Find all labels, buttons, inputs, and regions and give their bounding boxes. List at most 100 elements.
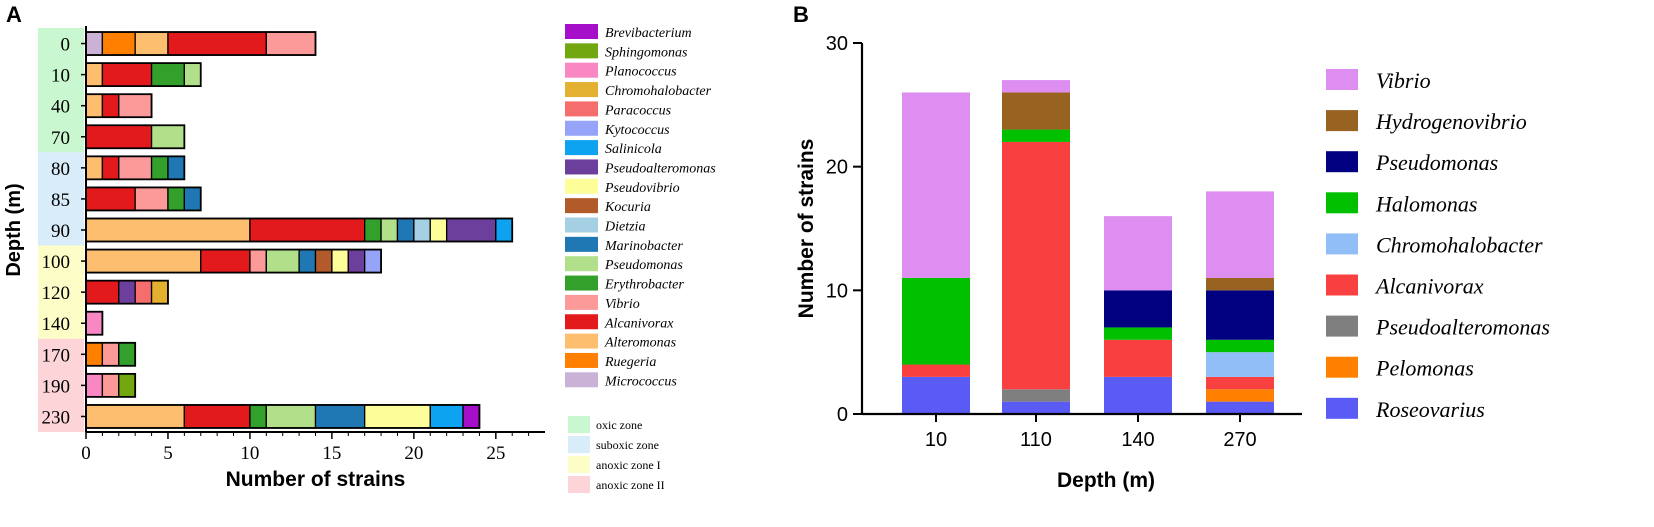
bar-segment-planococcus (85, 311, 104, 336)
legend-label-roseovarius: Roseovarius (1375, 397, 1485, 422)
legend-swatch-alcanivorax (1326, 274, 1358, 296)
legend-label-dietzia: Dietzia (604, 220, 645, 235)
legend-swatch-sphingomonas (565, 43, 598, 59)
panel-b-chart: 0 10 20 30 10 110 140 270 Depth (m) Number of s… (795, 33, 1550, 492)
bar-segment-pseudovibrio (331, 248, 349, 274)
bar-segment-vibrio (118, 93, 153, 118)
legend-swatch-brevibacterium (565, 24, 598, 39)
bar-segment-dietzia (413, 217, 431, 243)
legend-swatch-dietzia (565, 217, 598, 233)
bar-segment-alteromonas (85, 62, 104, 87)
legend-label-pseudomonas: Pseudomonas (1375, 150, 1498, 175)
y-tick-label-depth-70: 70 (51, 128, 70, 149)
x-tick-label: 5 (163, 443, 173, 464)
legend-swatch-planococcus (565, 62, 598, 78)
bar-segment-ruegeria (85, 342, 104, 367)
legend-swatch-roseovarius (1326, 397, 1358, 419)
legend-label-pseudoalteromonas: Pseudoalteromonas (1375, 315, 1550, 340)
bar-segment-salinicola (495, 217, 513, 243)
bar-segment-vibrio (101, 373, 120, 398)
legend-swatch-paracoccus (565, 101, 598, 117)
bar-segment-marinobacter (183, 186, 202, 212)
y-tick-label-depth-40: 40 (51, 97, 70, 118)
bar-segment-alcanivorax (249, 217, 366, 243)
zone-swatch-oxic-zone (568, 416, 590, 433)
legend-swatch-pseudovibrio (565, 178, 598, 194)
bar-segment-hydrogenovibrio (1002, 92, 1070, 130)
bar-segment-alcanivorax (101, 62, 153, 87)
bar-segment-alteromonas (85, 217, 251, 243)
legend-label-alteromonas: Alteromonas (604, 336, 677, 351)
bar-segment-pseudoalteromonas (347, 248, 366, 274)
y-tick-label: 20 (826, 157, 848, 179)
bar-segment-erythrobacter (167, 186, 186, 212)
panel-a-bars (85, 31, 514, 429)
legend-swatch-kocuria (565, 198, 598, 214)
bar-segment-alcanivorax (85, 124, 153, 149)
x-tick-label-depth-110: 110 (1020, 429, 1052, 451)
legend-label-kocuria: Kocuria (604, 200, 651, 215)
bar-segment-alcanivorax (101, 93, 120, 118)
zone-band-suboxic-zone (38, 152, 84, 246)
legend-label-paracoccus: Paracoccus (604, 103, 672, 118)
bar-segment-vibrio (118, 155, 153, 180)
bar-segment-roseovarius (1104, 376, 1172, 414)
x-tick-label: 25 (486, 443, 505, 464)
bar-segment-vibrio (1206, 191, 1274, 278)
y-tick-label-depth-140: 140 (42, 314, 71, 335)
bar-segment-pseudovibrio (364, 404, 431, 429)
bar-segment-alcanivorax (85, 280, 120, 305)
y-tick-label-depth-10: 10 (51, 66, 70, 87)
legend-swatch-alteromonas (565, 333, 598, 349)
zone-swatch-anoxic-zone-i (568, 456, 590, 473)
x-tick-label: 10 (240, 443, 259, 464)
bar-segment-pseudovibrio (429, 217, 448, 243)
legend-swatch-pseudomonas (565, 256, 598, 272)
bar-segment-erythrobacter (118, 342, 136, 367)
bar-segment-alteromonas (134, 31, 169, 56)
bar-segment-erythrobacter (150, 155, 169, 180)
legend-swatch-erythrobacter (565, 275, 598, 291)
bar-segment-alcanivorax (902, 364, 970, 377)
zone-label-suboxic-zone: suboxic zone (596, 438, 659, 452)
bar-segment-marinobacter (298, 248, 317, 274)
bar-segment-vibrio (249, 248, 267, 274)
panel-a-x-axis-label: Number of strains (226, 468, 406, 491)
bar-segment-pseudomonas (265, 404, 317, 429)
legend-swatch-ruegeria (565, 352, 598, 368)
bar-segment-alteromonas (85, 155, 104, 180)
legend-label-pseudoalteromonas: Pseudoalteromonas (604, 161, 716, 176)
bar-segment-halomonas (1104, 327, 1172, 340)
legend-swatch-pseudomonas (1326, 151, 1358, 173)
legend-swatch-hydrogenovibrio (1326, 110, 1358, 132)
bar-segment-pseudomonas (1104, 290, 1172, 328)
panel-a-y-axis-label: Depth (m) (3, 183, 25, 276)
legend-label-ruegeria: Ruegeria (604, 355, 656, 370)
y-tick-label-depth-0: 0 (61, 35, 71, 56)
zone-swatch-anoxic-zone-ii (568, 476, 590, 493)
bar-segment-alcanivorax (1104, 339, 1172, 377)
bar-segment-vibrio (1104, 216, 1172, 291)
legend-label-chromohalobacter: Chromohalobacter (1376, 232, 1543, 257)
legend-label-micrococcus: Micrococcus (604, 374, 677, 389)
x-tick-label: 20 (404, 443, 423, 464)
legend-label-marinobacter: Marinobacter (604, 239, 683, 254)
y-tick-label-depth-85: 85 (51, 190, 70, 211)
legend-swatch-halomonas (1326, 192, 1358, 214)
panel-b-x-axis-label: Depth (m) (1057, 469, 1155, 492)
bar-segment-alcanivorax (167, 31, 267, 56)
panel-b-y-axis-label: Number of strains (795, 139, 818, 319)
legend-label-vibrio: Vibrio (1376, 68, 1431, 93)
bar-segment-paracoccus (134, 280, 153, 305)
legend-swatch-alcanivorax (565, 314, 598, 330)
bar-segment-roseovarius (902, 376, 970, 414)
legend-swatch-pseudoalteromonas (565, 159, 598, 175)
zone-band-oxic-zone (38, 28, 84, 153)
zone-band-anoxic-zone-ii (38, 338, 84, 432)
panel-a-legend: Brevibacterium Sphingomonas Planococcus Chr… (565, 24, 716, 389)
y-tick-label: 0 (837, 404, 848, 426)
panel-b-axes: 0 10 20 30 10 110 140 270 (826, 33, 1302, 451)
x-tick-label: 15 (322, 443, 341, 464)
zone-band-anoxic-zone-i (38, 245, 84, 339)
